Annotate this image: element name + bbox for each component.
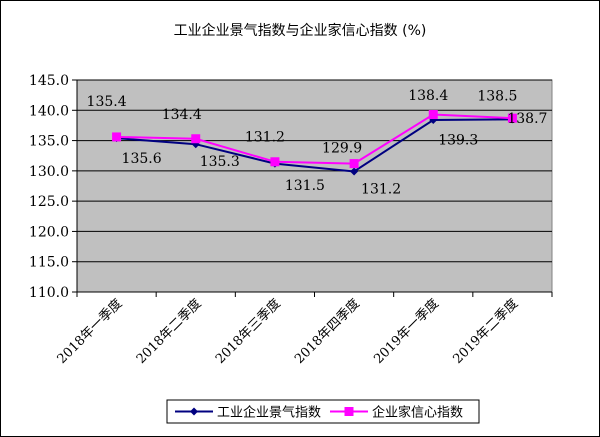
data-point-square (112, 132, 122, 142)
data-labels: 135.4 134.4 131.2 129.9 138.4 138.5 135.6 135.3… (87, 88, 548, 198)
series-line-1 (116, 113, 513, 165)
x-tick-label: 2018年四季度 (291, 296, 362, 367)
data-point-square (270, 157, 280, 167)
data-label: 138.4 (408, 88, 448, 104)
series-lines (116, 113, 513, 173)
y-tick-label: 125.0 (29, 194, 69, 210)
data-label: 131.2 (361, 182, 401, 198)
y-tick-label: 135.0 (29, 134, 69, 150)
series-markers (112, 110, 517, 176)
y-tick-label: 140.0 (29, 103, 69, 119)
legend-marker-square (344, 407, 354, 416)
data-label: 135.3 (200, 154, 240, 170)
data-label: 131.2 (245, 130, 285, 146)
series-line-0 (116, 118, 513, 173)
x-axis: 2018年一季度 2018年二季度 2018年三季度 2018年四季度 2019年一季度… (54, 291, 553, 367)
x-tick-label: 2018年三季度 (212, 296, 283, 367)
legend: 工业企业景气指数 企业家信心指数 (166, 399, 480, 424)
legend-label: 工业企业景气指数 (217, 405, 321, 421)
y-tick-label: 110.0 (29, 285, 69, 301)
data-label: 129.9 (322, 140, 362, 156)
y-tick-label: 115.0 (29, 255, 69, 271)
legend-label: 企业家信心指数 (372, 405, 463, 421)
y-axis: 110.0 115.0 120.0 125.0 130.0 135.0 140.0 145.0 (29, 73, 78, 301)
data-label: 134.4 (162, 107, 202, 123)
legend-box (166, 399, 480, 424)
x-tick-label: 2019年一季度 (371, 296, 442, 367)
y-tick-label: 120.0 (29, 224, 69, 240)
legend-marker-diamond (190, 407, 198, 416)
x-tick-label: 2019年二季度 (450, 296, 521, 367)
data-point-square (507, 113, 517, 123)
x-tick-label: 2018年二季度 (133, 296, 204, 367)
plot-area (76, 79, 553, 293)
data-point-diamond (350, 167, 359, 176)
y-tick-label: 145.0 (29, 73, 69, 89)
data-point-square (349, 159, 359, 169)
data-label: 131.5 (285, 178, 325, 194)
data-label: 138.5 (477, 88, 517, 104)
data-point-square (428, 110, 438, 120)
chart-title: 工业企业景气指数与企业家信心指数 (%) (174, 22, 427, 39)
y-tick-label: 130.0 (29, 164, 69, 180)
data-label: 135.6 (122, 151, 162, 167)
data-label: 139.3 (438, 133, 478, 149)
data-label: 138.7 (507, 111, 547, 127)
x-tick-label: 2018年一季度 (54, 296, 125, 367)
data-point-square (191, 134, 201, 144)
data-label: 135.4 (87, 94, 127, 110)
